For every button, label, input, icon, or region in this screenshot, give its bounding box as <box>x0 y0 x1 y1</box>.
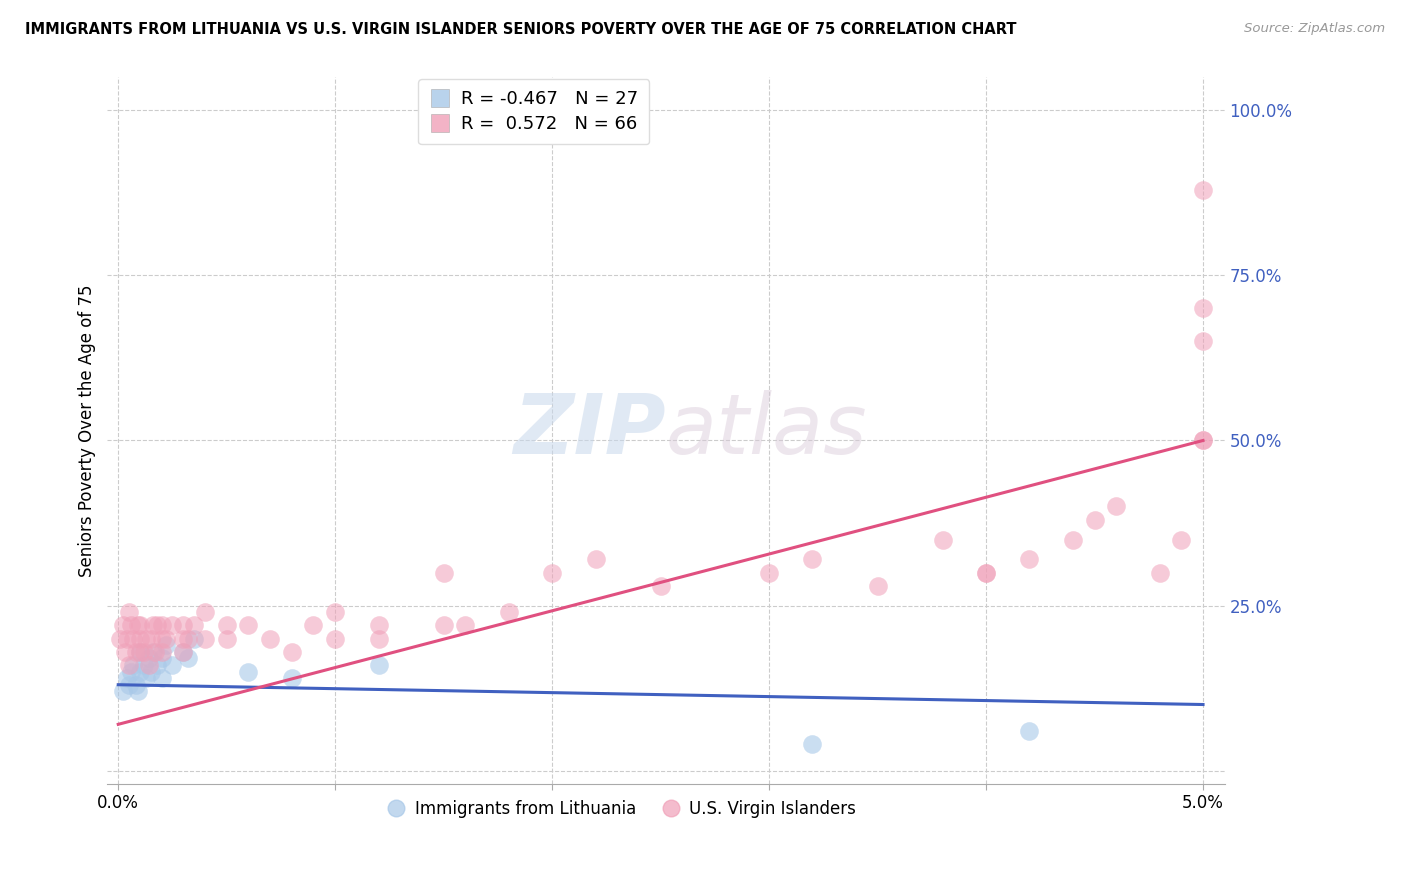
Point <box>801 737 824 751</box>
Point <box>1018 723 1040 738</box>
Point <box>114 645 136 659</box>
Point <box>1192 301 1215 316</box>
Point <box>238 618 260 632</box>
Point <box>118 605 141 619</box>
Point <box>281 671 304 685</box>
Point <box>146 618 169 632</box>
Point <box>433 566 456 580</box>
Point <box>1192 434 1215 448</box>
Text: atlas: atlas <box>666 390 868 471</box>
Point <box>134 645 156 659</box>
Point <box>367 618 389 632</box>
Point <box>129 632 152 646</box>
Text: Source: ZipAtlas.com: Source: ZipAtlas.com <box>1244 22 1385 36</box>
Point <box>433 618 456 632</box>
Point <box>172 645 194 659</box>
Text: IMMIGRANTS FROM LITHUANIA VS U.S. VIRGIN ISLANDER SENIORS POVERTY OVER THE AGE O: IMMIGRANTS FROM LITHUANIA VS U.S. VIRGIN… <box>25 22 1017 37</box>
Point <box>454 618 477 632</box>
Point <box>183 618 205 632</box>
Point <box>143 645 166 659</box>
Point <box>974 566 997 580</box>
Point <box>150 618 173 632</box>
Point <box>139 632 162 646</box>
Point <box>124 645 146 659</box>
Point <box>111 618 134 632</box>
Point <box>135 632 157 646</box>
Point <box>367 632 389 646</box>
Point <box>758 566 780 580</box>
Point <box>323 605 346 619</box>
Point <box>150 632 173 646</box>
Point <box>1192 434 1215 448</box>
Point <box>111 684 134 698</box>
Point <box>118 678 141 692</box>
Point <box>238 665 260 679</box>
Point <box>1105 500 1128 514</box>
Point <box>1018 552 1040 566</box>
Point <box>124 678 146 692</box>
Point <box>172 645 194 659</box>
Point <box>367 657 389 672</box>
Point <box>150 671 173 685</box>
Point <box>541 566 564 580</box>
Point <box>129 645 152 659</box>
Point <box>122 657 145 672</box>
Point <box>176 651 198 665</box>
Point <box>194 605 217 619</box>
Point <box>155 638 177 652</box>
Point <box>585 552 607 566</box>
Point <box>122 632 145 646</box>
Legend: Immigrants from Lithuania, U.S. Virgin Islanders: Immigrants from Lithuania, U.S. Virgin I… <box>380 794 863 825</box>
Point <box>866 579 889 593</box>
Point <box>142 618 165 632</box>
Point <box>155 632 177 646</box>
Point <box>146 657 169 672</box>
Point <box>323 632 346 646</box>
Point <box>498 605 520 619</box>
Point <box>801 552 824 566</box>
Point <box>129 665 152 679</box>
Point <box>162 657 184 672</box>
Point <box>1149 566 1171 580</box>
Point <box>150 645 173 659</box>
Point <box>127 684 149 698</box>
Point <box>1192 183 1215 197</box>
Point <box>129 618 152 632</box>
Point <box>1062 533 1084 547</box>
Point <box>115 632 138 646</box>
Point <box>176 632 198 646</box>
Point <box>1170 533 1192 547</box>
Point <box>115 671 138 685</box>
Point <box>1083 513 1105 527</box>
Point <box>172 618 194 632</box>
Y-axis label: Seniors Poverty Over the Age of 75: Seniors Poverty Over the Age of 75 <box>79 285 96 577</box>
Point <box>127 618 149 632</box>
Point <box>1192 334 1215 349</box>
Point <box>138 651 160 665</box>
Point <box>259 632 281 646</box>
Point <box>281 645 304 659</box>
Point <box>150 651 173 665</box>
Point <box>139 665 162 679</box>
Point <box>302 618 325 632</box>
Point <box>650 579 672 593</box>
Point <box>129 645 152 659</box>
Point <box>120 618 142 632</box>
Point <box>110 632 132 646</box>
Point <box>215 618 238 632</box>
Point <box>138 657 160 672</box>
Point <box>194 632 217 646</box>
Point <box>172 632 194 646</box>
Point <box>183 632 205 646</box>
Point <box>118 657 141 672</box>
Point <box>931 533 953 547</box>
Point <box>135 671 157 685</box>
Point <box>120 665 142 679</box>
Text: ZIP: ZIP <box>513 390 666 471</box>
Point <box>162 618 184 632</box>
Point <box>142 645 165 659</box>
Point <box>215 632 238 646</box>
Point <box>134 657 156 672</box>
Point <box>974 566 997 580</box>
